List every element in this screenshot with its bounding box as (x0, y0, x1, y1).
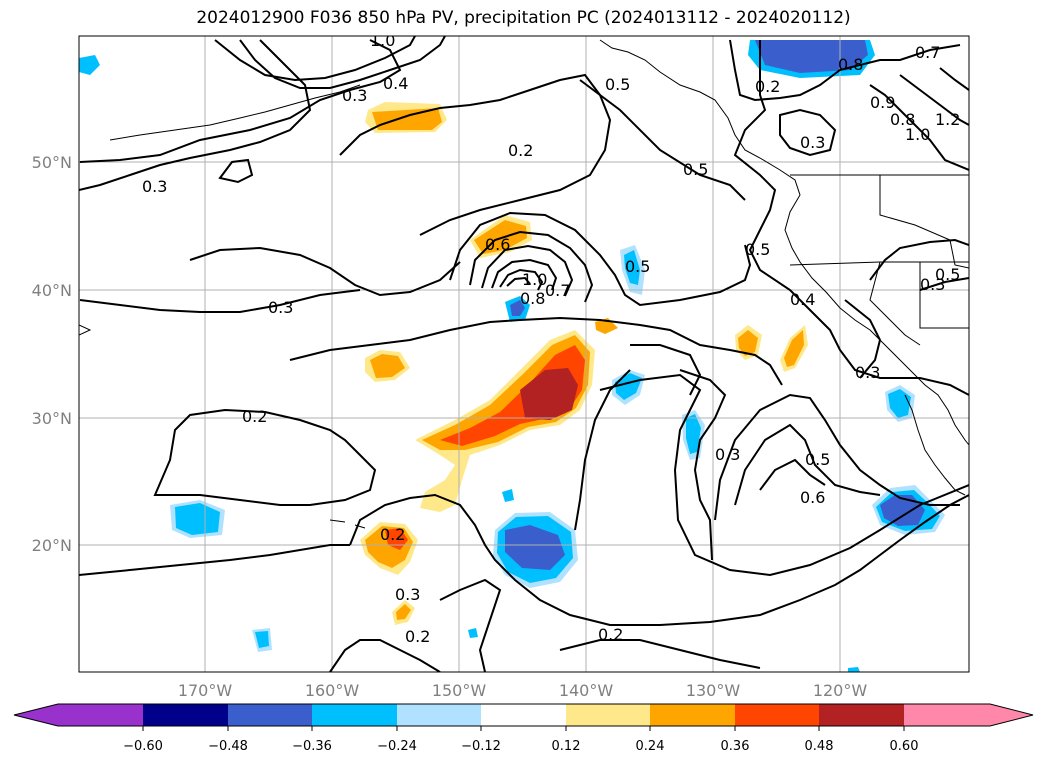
contour-label: 0.5 (683, 160, 708, 179)
colorbar: −0.60 −0.48 −0.36 −0.24 −0.12 0.12 0.24 … (13, 703, 1034, 754)
colorbar-tick-labels: −0.60 −0.48 −0.36 −0.24 −0.12 0.12 0.24 … (123, 739, 918, 754)
precip-pos-blob (595, 318, 618, 334)
colorbar-tick-label: −0.24 (377, 739, 417, 754)
precip-pos-blob (784, 330, 804, 367)
contour-label: 0.5 (605, 75, 630, 94)
colorbar-segment (650, 704, 735, 726)
colorbar-segment (397, 704, 481, 726)
contour-label: 0.3 (920, 275, 945, 294)
precip-neg-blob (468, 628, 478, 638)
contour-label: 1.2 (935, 110, 960, 129)
colorbar-outline (13, 703, 1034, 727)
precip-pos-blob (396, 604, 411, 620)
colorbar-segment (228, 704, 312, 726)
contour-label: 0.3 (142, 177, 167, 196)
precip-neg-blob (175, 503, 220, 535)
contour-label: 0.3 (855, 363, 880, 382)
precip-neg-blob (848, 667, 860, 672)
colorbar-extend-low (14, 704, 143, 726)
precip-neg-blob (510, 300, 525, 316)
colorbar-segment (312, 704, 397, 726)
contour-label: 0.7 (545, 281, 570, 300)
latitude-labels: 50°N 40°N 30°N 20°N (32, 153, 72, 555)
contour-label: 0.2 (405, 627, 430, 646)
lat-tick-label: 20°N (32, 536, 72, 555)
precip-pos-blob (370, 354, 405, 378)
contour-label: 0.9 (870, 93, 895, 112)
lon-tick-label: 150°W (432, 681, 487, 700)
graticule (79, 36, 969, 672)
map-frame (78, 35, 970, 673)
colorbar-tick-label: −0.60 (123, 739, 163, 754)
contour-label: 0.2 (380, 525, 405, 544)
lat-tick-label: 40°N (32, 281, 72, 300)
lon-tick-label: 160°W (305, 681, 360, 700)
contour-label: 0.8 (890, 110, 915, 129)
contour-label: 0.3 (395, 585, 420, 604)
lon-tick-label: 170°W (178, 681, 233, 700)
contour-label: 0.6 (800, 488, 825, 507)
precip-shading (79, 40, 945, 672)
colorbar-tick-label: 0.12 (552, 739, 581, 754)
colorbar-segment (143, 704, 228, 726)
contour-label: 1.0 (905, 125, 930, 144)
contour-label: 0.3 (715, 445, 740, 464)
colorbar-tick-label: −0.48 (208, 739, 248, 754)
contour-label: 0.7 (915, 43, 940, 62)
contour-label: 0.3 (800, 133, 825, 152)
lat-tick-label: 50°N (32, 153, 72, 172)
precip-neg-blob (880, 495, 925, 526)
colorbar-extend-high (904, 704, 1033, 726)
contour-label: 0.5 (805, 450, 830, 469)
colorbar-tick-label: 0.24 (636, 739, 665, 754)
contour-label: 0.2 (755, 77, 780, 96)
precip-pos-blob (520, 368, 578, 420)
colorbar-segment (566, 704, 650, 726)
coastlines (79, 39, 969, 529)
figure-title: 2024012900 F036 850 hPa PV, precipitatio… (196, 8, 851, 28)
contour-label: 0.4 (790, 290, 815, 309)
precip-neg-blob (624, 250, 640, 285)
colorbar-tick-label: 0.48 (805, 739, 834, 754)
precip-pos-blob (474, 220, 527, 254)
lon-tick-label: 120°W (813, 681, 868, 700)
colorbar-tick-label: 0.36 (721, 739, 750, 754)
contour-label: 1.0 (370, 31, 395, 50)
precip-pos-blob (738, 330, 758, 356)
precip-neg-blob (79, 55, 100, 75)
colorbar-tick-label: −0.12 (461, 739, 501, 754)
contour-label: 0.5 (745, 240, 770, 259)
contour-label: 0.5 (625, 257, 650, 276)
contour-label: 0.8 (520, 289, 545, 308)
contour-label: 1.0 (522, 270, 547, 289)
pv-contours (79, 36, 969, 672)
contour-label: 0.2 (598, 625, 623, 644)
contour-label: 0.4 (383, 74, 408, 93)
contour-label: 0.3 (342, 86, 367, 105)
lon-tick-label: 140°W (559, 681, 614, 700)
longitude-labels: 170°W 160°W 150°W 140°W 130°W 120°W (178, 681, 868, 700)
colorbar-tick-label: −0.36 (292, 739, 332, 754)
contour-label: 0.2 (242, 407, 267, 426)
colorbar-segment (735, 704, 819, 726)
precip-neg-blob (505, 525, 565, 570)
lon-tick-label: 130°W (686, 681, 741, 700)
precip-pos-blob (372, 108, 442, 130)
precip-neg-blob (255, 631, 269, 648)
contour-labels: 1.0 0.3 0.4 0.3 0.2 0.3 0.2 0.6 1.0 0.8 … (142, 31, 960, 646)
colorbar-segment (481, 704, 566, 726)
contour-label: 0.6 (485, 235, 510, 254)
contour-label: 0.2 (508, 141, 533, 160)
precip-neg-blob (502, 489, 514, 502)
contour-label: 0.8 (838, 55, 863, 74)
lat-tick-label: 30°N (32, 409, 72, 428)
colorbar-segment (819, 704, 904, 726)
precip-neg-blob (686, 414, 701, 454)
colorbar-tick-label: 0.60 (890, 739, 919, 754)
precip-neg-blob (615, 373, 642, 400)
contour-label: 0.3 (268, 298, 293, 317)
contour-label: 0.5 (935, 265, 960, 284)
